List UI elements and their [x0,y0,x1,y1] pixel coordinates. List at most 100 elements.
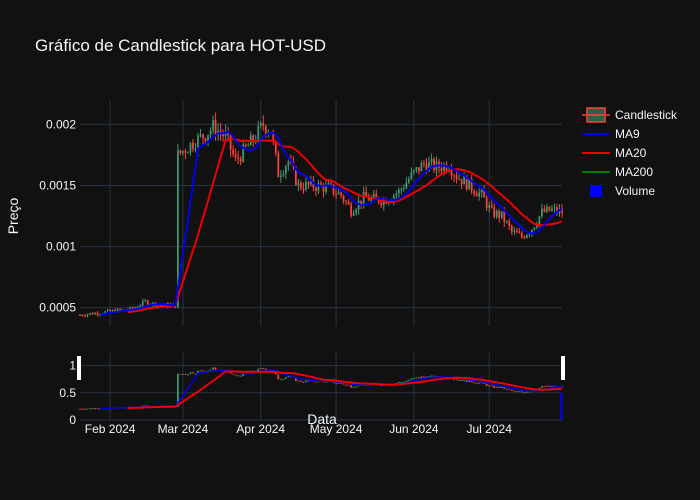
candle-body[interactable] [259,122,262,126]
candle-body[interactable] [257,125,260,141]
range-handle-right[interactable] [561,356,565,380]
candle-body[interactable] [91,313,94,315]
candle-body[interactable] [315,187,317,191]
candle-body[interactable] [493,207,496,217]
candle-body[interactable] [277,153,280,178]
moving-average-lines[interactable] [100,130,563,316]
candle-body[interactable] [297,182,300,185]
candle-body[interactable] [194,148,197,150]
candle-body[interactable] [425,163,428,172]
candle-body[interactable] [360,200,363,205]
candle-body[interactable] [450,170,453,176]
candle-body[interactable] [407,178,410,183]
candle-body[interactable] [307,181,310,185]
candle-body[interactable] [232,149,235,155]
candle-body[interactable] [89,313,91,315]
candle-body[interactable] [207,135,209,142]
candle-body[interactable] [538,216,541,225]
candle-body[interactable] [79,315,81,317]
candle-body[interactable] [119,308,122,310]
candle-body[interactable] [367,197,370,201]
candle-body[interactable] [330,183,332,185]
candle-body[interactable] [430,159,433,163]
candle-body[interactable] [400,188,403,190]
candle-body[interactable] [553,207,556,209]
candle-body[interactable] [397,189,400,194]
candle-body[interactable] [189,142,192,153]
legend-item-candle[interactable]: Candlestick [582,107,678,123]
candle-body[interactable] [264,125,267,134]
candle-body[interactable] [543,208,546,212]
candle-body[interactable] [131,307,134,309]
candle-body[interactable] [86,314,89,316]
candle-body[interactable] [463,176,465,185]
candle-body[interactable] [541,208,543,217]
candle-body[interactable] [99,314,101,316]
candle-body[interactable] [237,157,240,159]
candle-body[interactable] [475,193,478,197]
candle-body[interactable] [380,202,383,206]
candle-body[interactable] [151,302,154,305]
candle-body[interactable] [262,122,265,126]
candle-body[interactable] [325,184,327,192]
candle-body[interactable] [510,225,513,232]
legend-item-volume[interactable]: Volume [590,184,655,198]
candle-body[interactable] [204,138,207,142]
ma9-line[interactable] [100,130,563,316]
candle-body[interactable] [247,145,250,147]
candle-body[interactable] [224,131,227,137]
legend-item-ma20[interactable]: MA20 [582,146,647,160]
candle-body[interactable] [320,183,322,186]
candle-body[interactable] [533,227,536,230]
candle-body[interactable] [229,135,232,150]
candle-body[interactable] [458,178,460,180]
candle-body[interactable] [485,197,488,209]
candle-body[interactable] [239,158,242,162]
candle-body[interactable] [139,305,142,308]
candle-body[interactable] [310,179,312,185]
candle-body[interactable] [134,307,137,309]
candle-body[interactable] [428,162,430,172]
candle-body[interactable] [495,211,498,217]
candle-body[interactable] [395,193,398,196]
candle-body[interactable] [177,150,179,308]
candle-body[interactable] [106,309,109,312]
candle-body[interactable] [227,131,229,136]
candle-body[interactable] [94,312,96,315]
candle-body[interactable] [513,230,516,232]
candle-body[interactable] [202,134,204,139]
candle-body[interactable] [556,207,558,213]
candle-body[interactable] [252,135,255,142]
candle-body[interactable] [136,307,139,309]
candle-body[interactable] [405,182,408,189]
candle-body[interactable] [362,191,365,205]
candle-body[interactable] [561,209,563,214]
range-handle-left[interactable] [77,356,81,380]
candle-body[interactable] [465,176,468,190]
candle-body[interactable] [500,211,503,218]
candle-body[interactable] [327,183,330,185]
legend-item-ma9[interactable]: MA9 [582,127,640,141]
candle-body[interactable] [182,151,184,154]
candle-body[interactable] [490,205,493,208]
ma20-line[interactable] [127,138,563,314]
candle-body[interactable] [352,213,355,216]
candle-body[interactable] [300,182,302,189]
candle-body[interactable] [505,221,508,223]
candle-body[interactable] [528,233,531,236]
candle-body[interactable] [141,300,144,306]
candle-body[interactable] [372,193,375,198]
candle-body[interactable] [156,305,159,307]
candle-body[interactable] [460,178,463,185]
candle-body[interactable] [503,211,506,222]
candle-body[interactable] [84,315,86,317]
candle-body[interactable] [402,188,405,190]
candle-body[interactable] [340,192,342,196]
legend-item-ma200[interactable]: MA200 [582,165,653,179]
candle-body[interactable] [536,224,538,228]
candle-body[interactable] [287,161,290,167]
candle-body[interactable] [480,189,483,193]
candle-body[interactable] [515,230,518,233]
candle-body[interactable] [335,194,337,196]
candle-body[interactable] [498,211,501,218]
